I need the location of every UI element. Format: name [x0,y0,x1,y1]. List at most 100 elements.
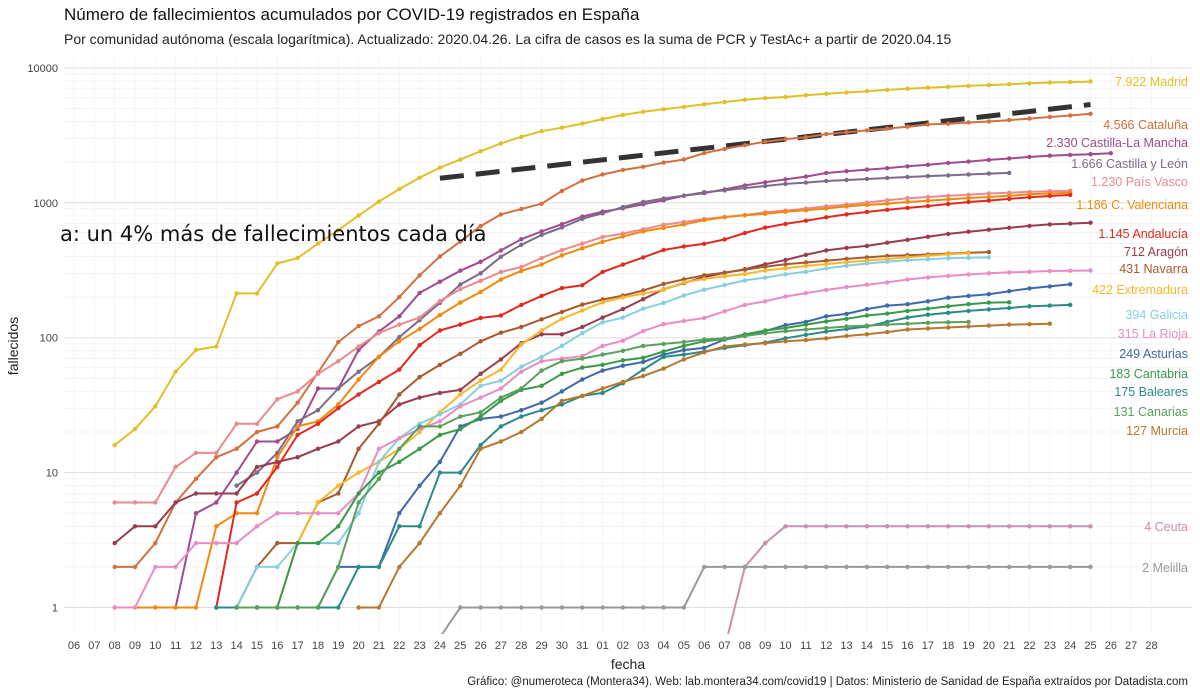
data-point [193,511,199,516]
data-point [539,416,544,422]
data-point [702,102,707,107]
data-point [742,213,748,218]
data-point [925,299,931,304]
data-point [498,439,504,444]
data-point [620,348,626,353]
data-point [132,564,138,570]
data-point [315,500,321,505]
data-point [1047,321,1053,326]
data-point [437,328,443,333]
data-point [1047,564,1053,570]
data-point [824,91,829,97]
data-point [946,252,951,257]
data-point [356,377,361,382]
data-point [844,245,849,251]
data-point [458,392,463,397]
data-point [275,261,280,266]
data-point [1108,151,1114,156]
data-point [1068,79,1073,85]
data-point [844,564,849,570]
data-point [295,605,300,610]
data-point [1007,322,1012,327]
data-point [844,333,849,339]
data-point [742,185,748,191]
data-point [885,524,890,529]
data-point [946,320,951,325]
x-tick-label: 21 [1003,640,1015,652]
data-point [803,332,809,337]
data-point [803,135,809,140]
series-lines [112,79,1114,639]
series-end-label: 1.666 Castilla y León [1071,157,1188,171]
data-point [641,291,646,296]
data-point [1047,284,1053,289]
series-end-label: 2 Melilla [1142,561,1188,575]
data-point [620,338,626,343]
data-point [600,605,605,610]
data-point [519,264,524,270]
data-point [803,208,809,213]
data-point [641,343,646,349]
data-point [275,511,280,516]
data-point [458,426,463,432]
data-point [844,263,849,268]
data-point [559,309,565,315]
data-point [580,302,585,307]
data-point [905,237,910,242]
data-point [742,267,748,272]
x-tick-label: 30 [556,640,568,652]
data-point [1027,304,1032,309]
data-point [275,464,280,470]
data-point [864,255,870,260]
x-tick-label: 10 [149,640,161,652]
data-point [905,205,910,211]
data-point [1027,286,1032,291]
data-point [966,195,971,201]
data-point [824,215,829,220]
data-point [946,273,951,279]
data-point [966,319,971,325]
data-point [763,564,768,570]
data-point [438,635,442,639]
data-point [925,122,931,127]
data-point [864,128,870,133]
x-tick-label: 07 [88,640,100,652]
data-point [214,500,219,505]
data-point [1007,196,1012,202]
chart-subtitle: Por comunidad autónoma (escala logarítmi… [64,31,952,47]
data-point [702,276,707,282]
data-point [478,446,483,451]
x-tick-label: 19 [332,640,344,652]
data-point [417,374,422,380]
data-point [498,277,504,282]
data-point [498,367,504,372]
data-point [275,397,280,402]
data-point [783,177,788,182]
data-point [824,319,829,324]
data-point [478,315,483,321]
data-point [519,369,524,374]
data-point [803,252,809,257]
data-point [986,249,991,255]
data-point [153,404,158,409]
data-point [742,333,748,339]
series-c-valenciana [112,190,1073,610]
data-point [559,316,565,321]
data-point [1088,152,1093,157]
data-point [356,392,361,397]
data-point [315,446,321,451]
data-point [193,491,199,496]
x-tick-label: 31 [576,640,588,652]
data-point [356,564,361,570]
data-point [397,436,402,441]
data-point [986,157,991,163]
data-point [458,239,463,244]
data-point [946,295,951,300]
data-point [641,255,646,260]
data-point [356,347,361,353]
data-point [478,339,483,344]
data-point [458,470,463,475]
data-point [478,271,483,276]
data-point [925,320,931,325]
data-point [580,308,585,313]
